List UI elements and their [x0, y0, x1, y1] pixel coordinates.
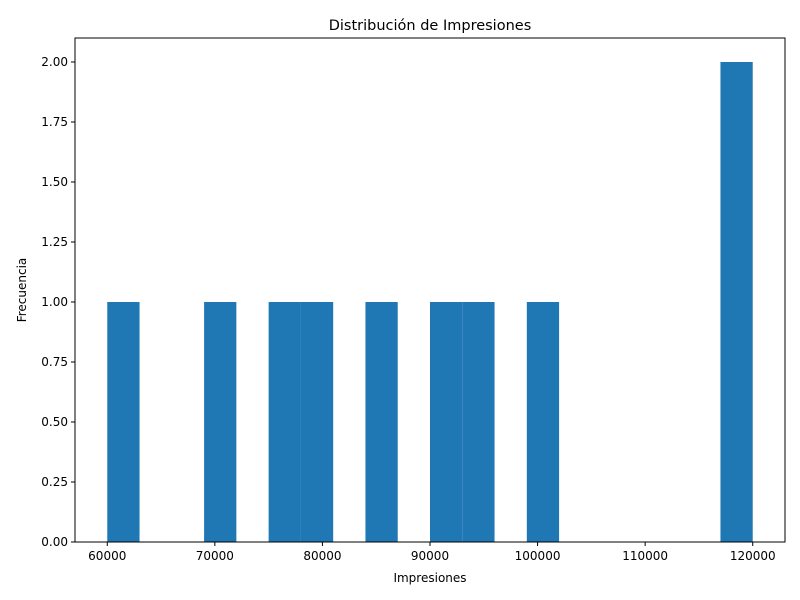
histogram-bar: [526, 302, 560, 542]
y-tick-label: 0.00: [41, 535, 68, 549]
x-tick-label: 100000: [515, 549, 561, 563]
y-tick-label: 1.00: [41, 295, 68, 309]
x-tick-label: 70000: [196, 549, 234, 563]
x-tick-label: 120000: [730, 549, 776, 563]
y-tick-label: 0.25: [41, 475, 68, 489]
y-tick-label: 1.50: [41, 175, 68, 189]
x-axis: 60000 70000 80000 90000 100000 110000 120000: [88, 542, 776, 563]
x-tick-label: 80000: [303, 549, 341, 563]
y-tick-label: 0.50: [41, 415, 68, 429]
y-tick-label: 2.00: [41, 55, 68, 69]
histogram-bar: [462, 302, 495, 542]
histogram-bar: [107, 302, 140, 542]
y-tick-label: 1.25: [41, 235, 68, 249]
y-tick-label: 1.75: [41, 115, 68, 129]
y-axis-label: Frecuencia: [15, 258, 29, 323]
histogram-bar: [300, 302, 334, 542]
histogram-bar: [268, 302, 301, 542]
x-tick-label: 90000: [411, 549, 449, 563]
histogram-bar: [430, 302, 463, 542]
y-axis: 0.00 0.25 0.50 0.75 1.00 1.25 1.50 1.75 2.00: [41, 55, 75, 549]
y-tick-label: 0.75: [41, 355, 68, 369]
x-tick-label: 60000: [88, 549, 126, 563]
chart-title: Distribución de Impresiones: [329, 18, 532, 34]
histogram-bar: [204, 302, 237, 542]
histogram-bar: [720, 62, 753, 542]
histogram-bar: [365, 302, 398, 542]
bars-group: [107, 62, 753, 542]
x-tick-label: 110000: [622, 549, 668, 563]
x-axis-label: Impresiones: [393, 571, 466, 585]
